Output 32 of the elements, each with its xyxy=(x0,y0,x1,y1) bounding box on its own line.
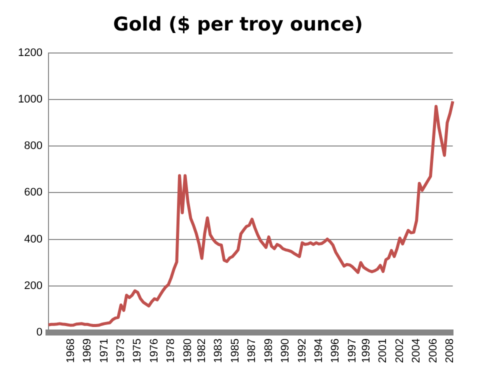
x-tick-label: 1999 xyxy=(360,338,372,364)
x-tick-label: 2001 xyxy=(377,338,390,364)
x-tick-label: 1969 xyxy=(82,338,94,364)
x-tick-label: 1983 xyxy=(212,338,225,364)
y-tick-label: 400 xyxy=(24,233,42,246)
x-tick-label: 2008 xyxy=(444,338,456,364)
y-tick-label: 0 xyxy=(36,326,42,339)
x-tick-label: 1994 xyxy=(312,338,325,364)
y-tick-label: 1200 xyxy=(18,46,42,59)
x-tick-label: 1992 xyxy=(296,338,308,364)
x-tick-label: 1971 xyxy=(98,338,110,364)
y-tick-label: 800 xyxy=(24,140,42,152)
x-tick-label: 1989 xyxy=(262,338,275,364)
x-tick-label: 2006 xyxy=(427,338,440,364)
x-tick-label: 1968 xyxy=(64,338,77,364)
y-tick-label: 200 xyxy=(24,280,42,292)
x-tick-label: 1990 xyxy=(280,338,292,364)
x-tick-label: 2004 xyxy=(410,338,423,364)
x-tick-label: 1982 xyxy=(196,338,208,364)
x-tick-label: 1997 xyxy=(346,338,358,364)
x-tick-label: 1976 xyxy=(148,338,160,364)
y-tick-label: 600 xyxy=(24,186,42,199)
x-tick-label: 1978 xyxy=(165,338,178,364)
y-tick-label: 1000 xyxy=(18,93,42,106)
x-tick-label: 2002 xyxy=(394,338,406,364)
x-tick-label: 1980 xyxy=(182,338,194,364)
x-tick-label: 1973 xyxy=(115,338,127,364)
x-tick-label: 1975 xyxy=(132,338,144,364)
x-tick-label: 1985 xyxy=(229,338,242,364)
x-tick-label: 1987 xyxy=(246,338,258,364)
x-tick-label: 1996 xyxy=(330,338,342,364)
chart-title: Gold ($ per troy ounce) xyxy=(113,13,363,36)
